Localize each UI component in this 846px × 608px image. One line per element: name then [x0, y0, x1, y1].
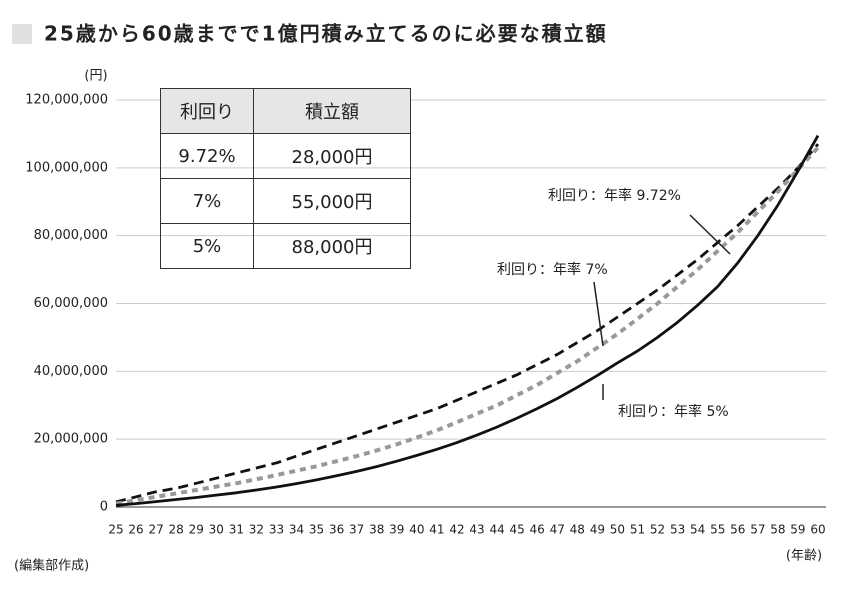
chart-title: 25歳から60歳までで1億円積み立てるのに必要な積立額: [44, 22, 608, 46]
x-tick-label: 29: [189, 523, 204, 537]
annotation-pointer: [593, 281, 604, 347]
x-tick-label: 35: [309, 523, 324, 537]
x-tick-label: 46: [530, 523, 545, 537]
x-tick-label: 58: [770, 523, 785, 537]
x-tick-label: 56: [730, 523, 745, 537]
x-tick-label: 39: [389, 523, 404, 537]
x-tick-label: 27: [148, 523, 163, 537]
title-icon: [12, 24, 32, 44]
x-tick-label: 25: [108, 523, 123, 537]
y-tick-label: 20,000,000: [34, 432, 108, 447]
table-cell: 28,000円: [253, 133, 411, 179]
y-tick-label: 120,000,000: [25, 93, 108, 108]
series-label: 利回り：年率 7%: [497, 261, 608, 278]
annotation-pointer: [689, 214, 731, 255]
x-axis-label: (年齢): [786, 549, 822, 564]
x-tick-label: 36: [329, 523, 344, 537]
y-tick-label: 80,000,000: [34, 228, 108, 243]
x-tick-label: 57: [750, 523, 765, 537]
x-tick-label: 43: [469, 523, 484, 537]
table-cell: 88,000円: [253, 223, 411, 269]
x-tick-label: 54: [690, 523, 705, 537]
x-tick-label: 30: [209, 523, 224, 537]
x-tick-label: 51: [630, 523, 645, 537]
x-tick-label: 52: [650, 523, 665, 537]
x-tick-label: 48: [570, 523, 585, 537]
x-tick-label: 26: [128, 523, 143, 537]
y-tick-label: 100,000,000: [25, 160, 108, 175]
x-tick-label: 53: [670, 523, 685, 537]
y-tick-label: 0: [100, 500, 108, 515]
x-tick-label: 50: [610, 523, 625, 537]
x-tick-label: 60: [810, 523, 825, 537]
x-tick-label: 37: [349, 523, 364, 537]
table-cell: 55,000円: [253, 178, 411, 224]
y-tick-label: 40,000,000: [34, 364, 108, 379]
x-tick-label: 47: [550, 523, 565, 537]
x-tick-label: 41: [429, 523, 444, 537]
table-cell: 7%: [160, 178, 254, 224]
series-line: [115, 143, 820, 504]
x-tick-label: 32: [249, 523, 264, 537]
x-tick-label: 38: [369, 523, 384, 537]
series-label: 利回り：年率 9.72%: [548, 187, 681, 204]
series-line: [115, 146, 820, 506]
table-cell: 5%: [160, 223, 254, 269]
y-tick-label: 60,000,000: [34, 296, 108, 311]
series-label: 利回り：年率 5%: [618, 403, 729, 420]
x-tick-label: 33: [269, 523, 284, 537]
x-tick-label: 34: [289, 523, 304, 537]
x-tick-label: 44: [489, 523, 504, 537]
source: (編集部作成): [14, 558, 89, 574]
x-tick-label: 31: [229, 523, 244, 537]
x-tick-label: 28: [169, 523, 184, 537]
table-header: 積立額: [253, 88, 411, 134]
table-cell: 9.72%: [160, 133, 254, 179]
series-line: [115, 134, 820, 507]
x-tick-label: 55: [710, 523, 725, 537]
x-tick-label: 45: [510, 523, 525, 537]
x-tick-label: 40: [409, 523, 424, 537]
y-axis-label: (円): [84, 69, 107, 84]
table-header: 利回り: [160, 88, 254, 134]
rate-table: 利回り 積立額 9.72% 28,000円 7% 55,000円 5% 88,000円: [160, 88, 411, 269]
x-tick-label: 59: [790, 523, 805, 537]
x-tick-label: 49: [590, 523, 605, 537]
x-tick-label: 42: [449, 523, 464, 537]
